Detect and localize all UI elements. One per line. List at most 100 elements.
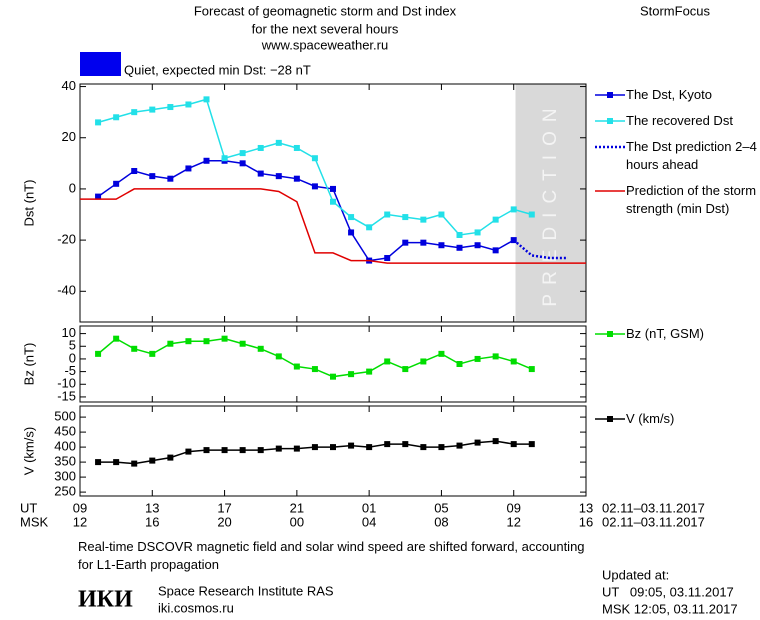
site: iki.cosmos.ru [158, 600, 234, 615]
data-point [95, 193, 102, 200]
legend-item: V (km/s) [594, 410, 760, 428]
status-text: Quiet, expected min Dst: −28 nT [124, 62, 311, 77]
data-point [239, 150, 246, 157]
data-point [293, 445, 300, 452]
legend-label: The Dst prediction 2–4 hours ahead [626, 139, 757, 172]
data-point [366, 224, 373, 231]
x-tick-label: 20 [217, 514, 231, 529]
data-point [113, 114, 120, 121]
legend-marker [607, 92, 613, 98]
y-tick-label: 20 [62, 129, 76, 144]
institute: Space Research Institute RAS [158, 583, 334, 598]
series-line [80, 188, 586, 264]
legend: Bz (nT, GSM) [594, 325, 760, 351]
data-point [330, 198, 336, 205]
data-point [528, 211, 535, 218]
footer-note: Real-time DSCOVR magnetic field and sola… [78, 539, 585, 572]
legend-item: The recovered Dst [594, 112, 760, 130]
x-tick-label: 16 [579, 514, 593, 529]
updated: Updated at: [602, 567, 669, 582]
data-point [293, 144, 300, 151]
msk-label: MSK [20, 514, 49, 529]
y-tick-label: 400 [54, 439, 76, 454]
msk-dates: 02.11–03.11.2017 [602, 514, 705, 529]
status-box [80, 52, 121, 76]
data-point [185, 165, 192, 172]
data-point [348, 371, 355, 378]
data-point [257, 447, 264, 454]
legend-item: Bz (nT, GSM) [594, 325, 760, 343]
data-point [167, 104, 174, 111]
x-tick-label: 13 [579, 500, 593, 515]
data-point [311, 183, 318, 190]
data-point [330, 444, 336, 451]
data-point [438, 211, 445, 218]
prediction-label: PREDICTION [540, 99, 561, 306]
ut-dates: 02.11–03.11.2017 [602, 500, 705, 515]
data-point [438, 350, 445, 357]
plot-frame [79, 325, 587, 403]
y-tick-label: -20 [57, 232, 76, 247]
data-point [149, 173, 156, 180]
x-tick-label: 05 [434, 500, 448, 515]
data-point [167, 454, 174, 461]
data-point [402, 366, 409, 373]
y-axis-label: Dst (nT) [21, 180, 36, 227]
data-point [402, 214, 409, 221]
data-point [203, 96, 210, 103]
y-tick-label: 300 [54, 469, 76, 484]
x-tick-label: 12 [73, 514, 87, 529]
data-point [492, 216, 499, 223]
x-tick-label: 08 [434, 514, 448, 529]
data-point [293, 363, 300, 370]
data-point [366, 444, 373, 451]
y-tick-label: 500 [54, 409, 76, 424]
data-point [384, 255, 391, 262]
data-point [492, 247, 499, 254]
data-point [474, 242, 481, 249]
y-tick-label: -15 [57, 388, 76, 403]
y-tick-label: -40 [57, 283, 76, 298]
legend: The Dst, Kyoto The recovered Dst The Dst p… [594, 86, 760, 226]
data-point [221, 155, 228, 162]
data-point [510, 206, 517, 213]
data-point [402, 239, 409, 246]
x-tick-label: 09 [506, 500, 520, 515]
legend-marker [607, 118, 613, 124]
data-point [149, 106, 156, 113]
data-point [311, 444, 318, 451]
data-point [420, 358, 427, 365]
data-point [528, 441, 535, 448]
legend-item: The Dst prediction 2–4 hours ahead [594, 138, 760, 174]
legend-item: Prediction of the storm strength (min Ds… [594, 182, 760, 218]
y-tick-label: 40 [62, 78, 76, 93]
data-point [275, 173, 282, 180]
y-tick-label: 350 [54, 454, 76, 469]
data-point [275, 445, 282, 452]
x-tick-label: 04 [362, 514, 376, 529]
legend-label: The Dst, Kyoto [626, 87, 712, 102]
data-point [293, 175, 300, 182]
x-tick-label: 17 [217, 500, 231, 515]
legend-swatch [595, 190, 625, 192]
title: Forecast of geomagnetic storm and Dst in… [194, 3, 457, 18]
data-point [438, 444, 445, 451]
data-point [492, 438, 499, 445]
legend-label: Bz (nT, GSM) [626, 326, 705, 341]
data-point [239, 447, 246, 454]
y-tick-label: 250 [54, 484, 76, 499]
legend-swatch [595, 145, 625, 149]
data-point [257, 170, 264, 177]
legend-label: The recovered Dst [626, 113, 733, 128]
legend-swatch [595, 92, 625, 98]
data-point [420, 216, 427, 223]
data-point [203, 157, 210, 164]
data-point [456, 231, 463, 238]
y-tick-label: -5 [64, 363, 76, 378]
data-point [113, 335, 120, 342]
x-tick-label: 12 [506, 514, 520, 529]
data-point [330, 185, 336, 192]
data-point [257, 144, 264, 151]
y-tick-label: 10 [62, 325, 76, 340]
